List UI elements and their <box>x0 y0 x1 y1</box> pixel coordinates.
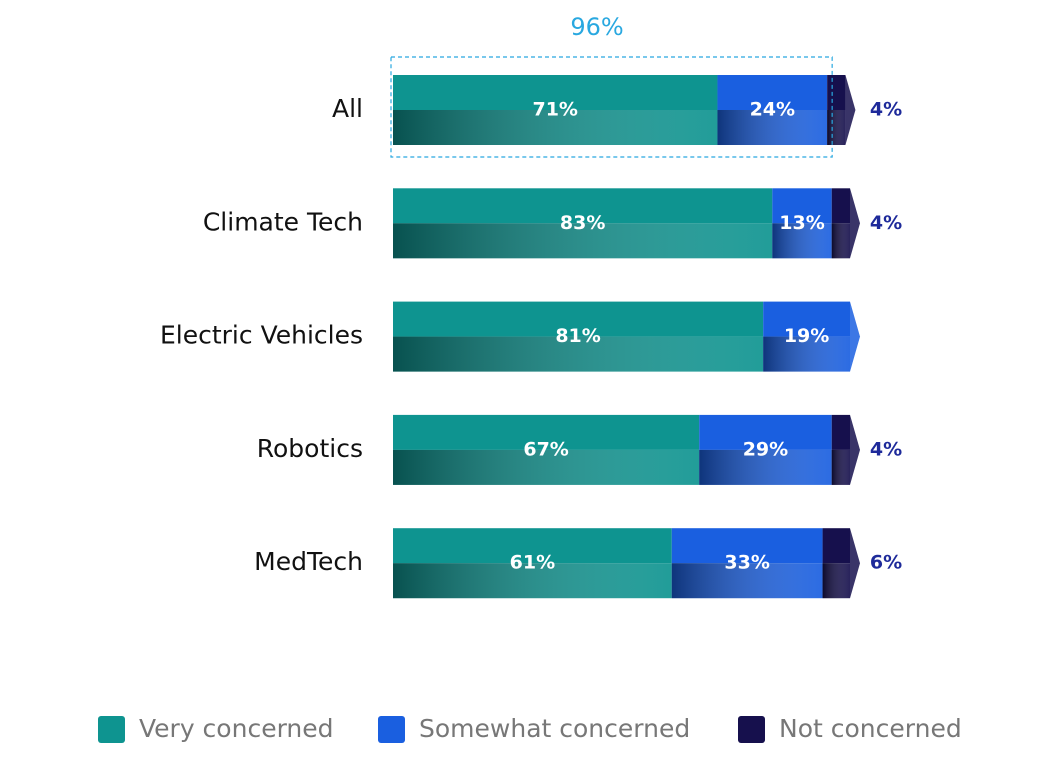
legend-label: Not concerned <box>779 714 962 743</box>
legend-label: Very concerned <box>139 714 334 743</box>
value-label: 4% <box>870 99 902 121</box>
bar-shade <box>699 449 832 485</box>
bar-segment-top <box>393 188 773 224</box>
bar-segment-top <box>822 528 850 564</box>
category-label: All <box>332 94 363 123</box>
bar-shade <box>831 223 850 259</box>
legend-label: Somewhat concerned <box>419 714 690 743</box>
value-label: 81% <box>555 325 600 347</box>
bar-segment-top <box>393 414 700 450</box>
bar-shade <box>393 563 672 599</box>
bar-end-cap <box>845 75 856 145</box>
bar-shade <box>671 563 823 599</box>
category-label: Climate Tech <box>203 207 363 236</box>
legend-swatch <box>378 716 405 743</box>
bar-segment-top <box>831 188 850 224</box>
bar-segment-top <box>393 301 764 337</box>
value-label: 24% <box>750 99 795 121</box>
value-label: 33% <box>724 552 769 574</box>
bar-segment-top <box>831 414 850 450</box>
bar-shade <box>827 110 846 145</box>
legend-swatch <box>738 716 765 743</box>
category-label: MedTech <box>254 547 363 576</box>
bar-shade <box>822 563 850 599</box>
value-label: 4% <box>870 212 902 234</box>
bar-shade <box>831 449 850 485</box>
value-label: 83% <box>560 212 605 234</box>
value-label: 6% <box>870 552 902 574</box>
bar-segment-top <box>699 414 832 450</box>
bar-segment-top <box>671 528 823 564</box>
value-label: 13% <box>779 212 824 234</box>
value-label: 4% <box>870 438 902 460</box>
value-label: 71% <box>532 99 577 121</box>
bar-segment-top <box>393 528 672 564</box>
bar-shade <box>393 336 764 372</box>
bar-shade <box>717 110 828 145</box>
bar-end-cap <box>850 528 860 599</box>
legend-swatch <box>98 716 125 743</box>
value-label: 19% <box>784 325 829 347</box>
bar-segment-top <box>827 75 846 110</box>
annotation: 96% <box>570 13 623 41</box>
annotation-box <box>390 56 833 158</box>
bar-end-cap <box>850 414 860 485</box>
value-label: 61% <box>510 552 555 574</box>
category-label: Robotics <box>257 434 363 463</box>
bar-shade <box>763 336 850 372</box>
value-label: 67% <box>523 438 568 460</box>
bar-shade <box>772 223 832 259</box>
bar-segment-top <box>393 75 718 110</box>
bar-end-cap <box>850 188 860 259</box>
value-label: 29% <box>743 438 788 460</box>
bar-end-cap <box>850 301 860 372</box>
bar-shade <box>393 223 773 259</box>
bar-shade <box>393 110 718 145</box>
category-label: Electric Vehicles <box>160 321 363 350</box>
bar-segment-top <box>763 301 850 337</box>
bar-shade <box>393 449 700 485</box>
bar-segment-top <box>772 188 832 224</box>
bar-segment-top <box>717 75 828 110</box>
